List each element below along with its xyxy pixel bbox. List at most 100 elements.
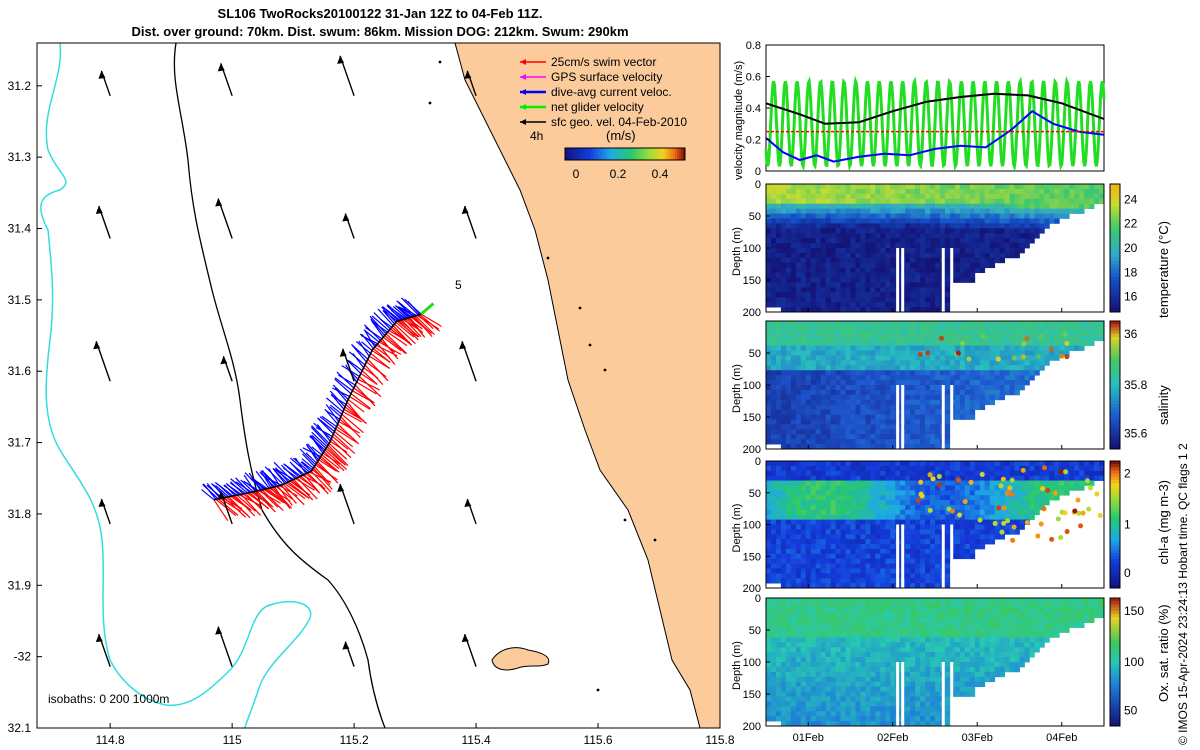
section-cell: [925, 213, 931, 219]
section-cell: [805, 419, 812, 425]
section-cell: [860, 375, 866, 381]
section-cell: [939, 500, 946, 506]
section-cell: [1084, 203, 1090, 210]
section-cell: [775, 302, 782, 308]
swim-vector: [296, 477, 318, 500]
section-cell: [944, 514, 951, 521]
section-cell: [925, 262, 931, 269]
section-cell: [1099, 470, 1105, 477]
section-cell: [830, 350, 836, 356]
section-cell: [810, 598, 817, 604]
section-cell: [885, 360, 891, 366]
section-cell: [925, 188, 931, 195]
section-cell: [855, 399, 861, 406]
section-cell: [910, 287, 916, 293]
section-colorbar-cell: [1110, 514, 1120, 519]
section-cell: [770, 696, 777, 702]
section-cell: [795, 495, 802, 501]
section-cell: [800, 243, 807, 249]
section-cell: [805, 360, 812, 366]
section-cell: [944, 404, 951, 411]
section-cell: [805, 524, 812, 530]
section-cell: [895, 345, 901, 351]
section-cell: [880, 302, 886, 308]
section-cell: [875, 539, 881, 545]
section-cell: [800, 553, 807, 560]
section-cell: [790, 627, 797, 633]
section-cell: [885, 282, 891, 288]
section-cell: [785, 657, 792, 663]
section-cell: [925, 529, 931, 535]
section-cell: [905, 218, 911, 224]
section-cell: [775, 292, 782, 298]
swim-vector: [325, 447, 344, 464]
section-cell: [1004, 529, 1010, 535]
section-cell: [815, 321, 822, 327]
section-cell: [954, 340, 961, 347]
section-cell: [860, 475, 866, 481]
section-cell: [989, 490, 996, 496]
section-cell: [885, 500, 891, 506]
section-cell: [840, 208, 846, 214]
section-cell: [780, 500, 787, 506]
section-cell: [815, 335, 822, 342]
section-cell: [1019, 485, 1025, 491]
section-cell: [964, 365, 971, 371]
section-cell: [954, 389, 961, 396]
section-cell: [935, 335, 941, 342]
section-cell: [766, 184, 772, 190]
section-cell: [1034, 350, 1040, 356]
section-cell: [875, 302, 881, 308]
section-ylabel: Depth (m): [731, 227, 743, 276]
section-cell: [964, 514, 971, 521]
section-cell: [1079, 330, 1085, 337]
section-cell: [815, 568, 822, 574]
section-cell: [835, 321, 841, 327]
section-cell: [840, 340, 846, 347]
section-cell: [810, 622, 817, 628]
section-cell: [845, 399, 851, 406]
section-cell: [850, 519, 856, 525]
section-cell: [1044, 495, 1050, 501]
section-cell: [905, 568, 911, 574]
section-cell: [800, 657, 807, 663]
section-cell: [800, 578, 807, 584]
dive-avg-current-vector: [264, 466, 284, 485]
section-cell: [835, 272, 841, 278]
section-cell: [780, 203, 787, 210]
section-cell: [890, 409, 896, 415]
outlier-point: [1055, 516, 1061, 522]
section-cell: [1014, 389, 1020, 396]
section-cell: [895, 335, 901, 342]
section-cell: [930, 282, 936, 288]
speed-colorbar-cell: [675, 148, 678, 160]
section-cell: [944, 485, 951, 491]
speed-colorbar-cell: [571, 148, 574, 160]
section-cell: [825, 553, 832, 560]
section-cell: [964, 335, 971, 342]
section-cell: [939, 233, 946, 239]
speed-colorbar-cell: [609, 148, 612, 160]
section-cell: [1059, 461, 1065, 467]
section-cell: [840, 360, 846, 366]
section-cell: [875, 409, 881, 415]
section-cell: [840, 213, 846, 219]
section-cell: [835, 282, 841, 288]
section-cell: [885, 321, 891, 327]
section-cell: [790, 701, 797, 707]
section-cell: [1074, 208, 1080, 214]
section-cell: [870, 578, 876, 584]
section-colorbar-cell: [1110, 559, 1120, 564]
section-cell: [944, 335, 951, 342]
section-cell: [920, 292, 926, 298]
speed-colorbar-cell: [611, 148, 614, 160]
section-cell: [830, 409, 836, 415]
section-cell: [959, 485, 966, 491]
section-cell: [815, 228, 822, 234]
section-cell: [795, 676, 802, 683]
section-cell: [800, 721, 807, 727]
section-cell: [994, 243, 1001, 249]
section-cell: [885, 184, 891, 190]
section-cell: [835, 389, 841, 396]
section-cell: [865, 252, 871, 259]
